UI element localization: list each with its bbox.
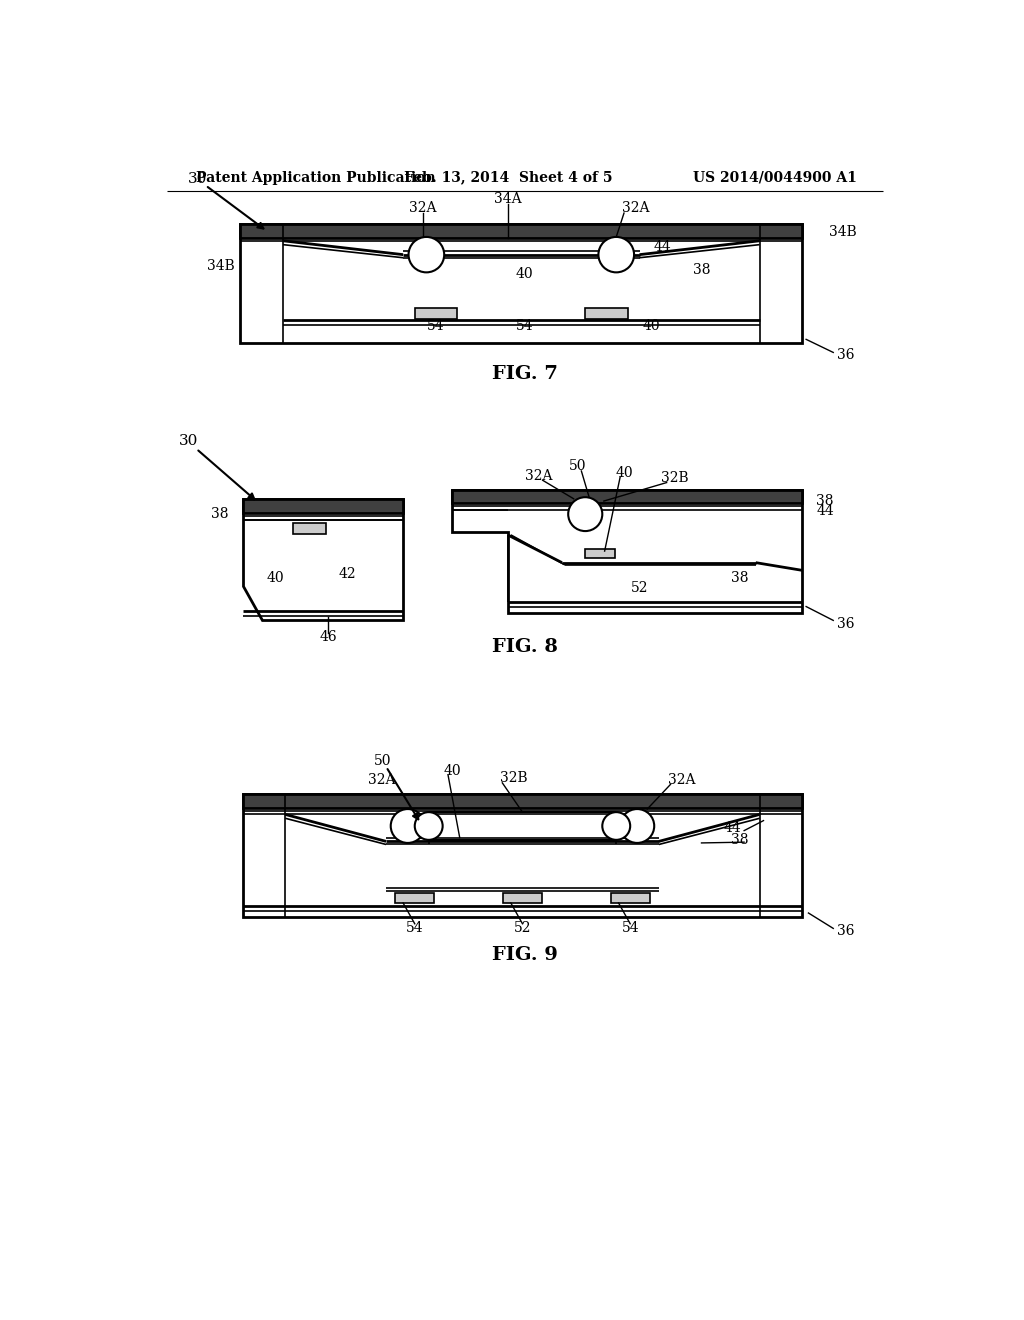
- Text: 32B: 32B: [660, 471, 688, 484]
- Text: 38: 38: [211, 507, 228, 521]
- Text: 38: 38: [816, 494, 834, 508]
- Text: 46: 46: [319, 631, 337, 644]
- Text: US 2014/0044900 A1: US 2014/0044900 A1: [692, 170, 856, 185]
- Text: 50: 50: [568, 459, 587, 474]
- Circle shape: [602, 812, 630, 840]
- Polygon shape: [243, 793, 802, 808]
- Bar: [503, 894, 542, 903]
- Text: 32A: 32A: [669, 772, 696, 787]
- Text: FIG. 7: FIG. 7: [492, 366, 558, 383]
- Text: 44: 44: [654, 240, 672, 253]
- Text: Patent Application Publication: Patent Application Publication: [197, 170, 436, 185]
- Text: 40: 40: [615, 466, 633, 479]
- Text: 54: 54: [622, 921, 639, 936]
- Text: 40: 40: [266, 572, 284, 585]
- Text: 32A: 32A: [525, 469, 553, 483]
- Text: 36: 36: [838, 347, 855, 362]
- Text: 54: 54: [406, 921, 424, 936]
- Bar: [611, 894, 649, 903]
- Bar: [293, 524, 326, 535]
- Text: 52: 52: [631, 581, 648, 595]
- Text: FIG. 8: FIG. 8: [492, 639, 558, 656]
- Polygon shape: [241, 224, 802, 238]
- Text: 32A: 32A: [622, 202, 649, 215]
- Circle shape: [621, 809, 654, 843]
- Text: 40: 40: [642, 319, 659, 333]
- Polygon shape: [243, 499, 403, 620]
- Text: 44: 44: [816, 504, 834, 517]
- Text: 30: 30: [179, 434, 198, 447]
- Text: 32B: 32B: [500, 771, 527, 785]
- Bar: [586, 549, 614, 558]
- Text: 42: 42: [339, 568, 356, 581]
- Text: 38: 38: [731, 833, 749, 847]
- Text: 36: 36: [838, 924, 855, 937]
- Text: 54: 54: [427, 319, 444, 333]
- Text: 38: 38: [731, 572, 749, 585]
- Text: 38: 38: [693, 263, 711, 277]
- Bar: [395, 894, 434, 903]
- Text: 32A: 32A: [369, 772, 396, 787]
- Bar: [586, 308, 628, 318]
- Text: 30: 30: [188, 172, 208, 186]
- Text: 44: 44: [724, 821, 741, 836]
- Text: 40: 40: [516, 267, 534, 281]
- Text: 34A: 34A: [494, 193, 521, 206]
- Text: 34B: 34B: [829, 224, 857, 239]
- Circle shape: [415, 812, 442, 840]
- Polygon shape: [243, 499, 403, 512]
- Text: 32A: 32A: [409, 202, 436, 215]
- Circle shape: [391, 809, 425, 843]
- Bar: [415, 308, 458, 318]
- Bar: [241, 224, 802, 343]
- Text: 34B: 34B: [207, 259, 234, 273]
- Text: 40: 40: [443, 763, 461, 777]
- Circle shape: [409, 238, 444, 272]
- Text: 36: 36: [838, 618, 855, 631]
- Text: 52: 52: [514, 921, 531, 936]
- Text: 50: 50: [374, 754, 391, 767]
- Text: Feb. 13, 2014  Sheet 4 of 5: Feb. 13, 2014 Sheet 4 of 5: [403, 170, 612, 185]
- Circle shape: [598, 238, 634, 272]
- Bar: [243, 793, 802, 917]
- Text: 54: 54: [516, 319, 534, 333]
- Polygon shape: [452, 490, 802, 503]
- Text: FIG. 9: FIG. 9: [492, 946, 558, 965]
- Circle shape: [568, 498, 602, 531]
- Polygon shape: [452, 490, 802, 612]
